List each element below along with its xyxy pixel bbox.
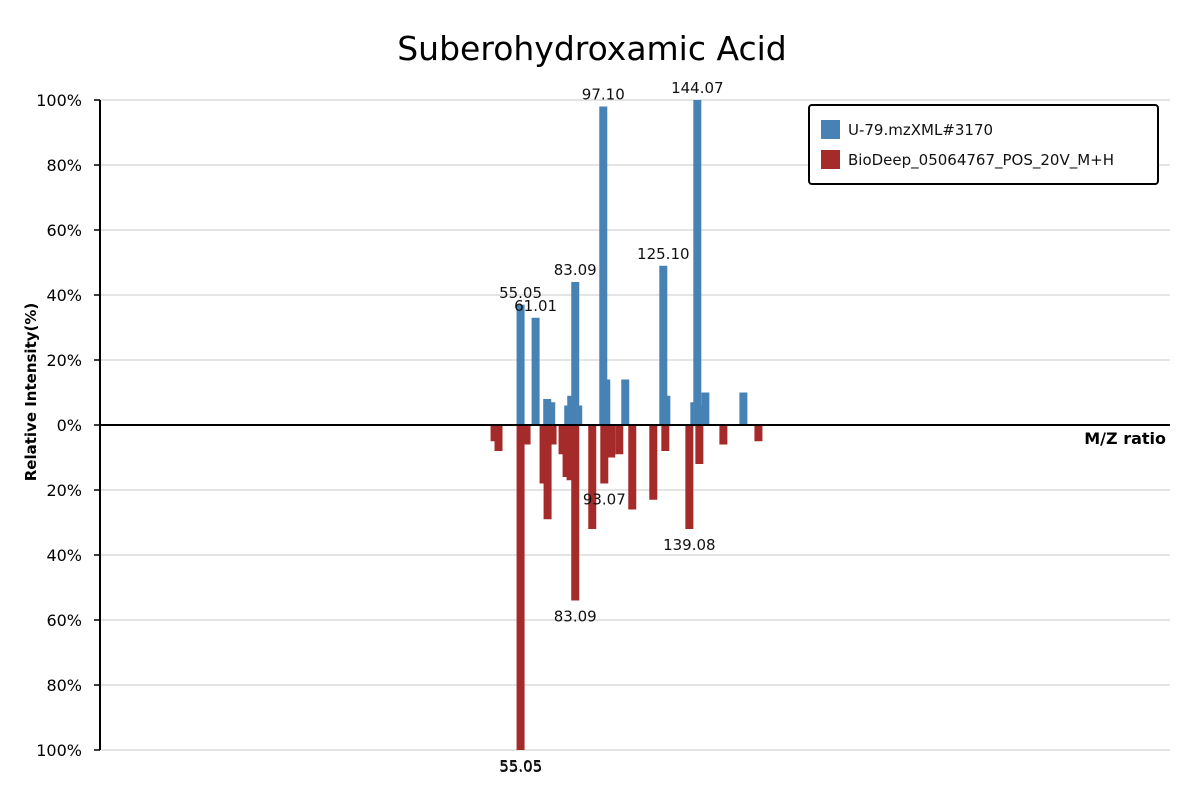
query-peak-bar [659,265,668,425]
query-peak-bar [571,282,580,425]
legend: U-79.mzXML#3170 BioDeep_05064767_POS_20V… [808,104,1159,185]
x-tick-label: 55.05 [500,758,543,776]
reference-peak-label: 55.05 [499,757,542,775]
query-peak-label: 61.01 [514,297,557,315]
reference-peak-bar [615,425,624,455]
y-tick-label: 60% [46,221,82,240]
y-tick-label: 0% [57,416,82,435]
reference-peak-bar [543,425,552,520]
reference-peak-bar [600,425,609,484]
query-peak-bar [531,317,540,425]
query-peak-bar [739,392,748,425]
query-peak-label: 97.10 [582,86,625,104]
reference-peak-bar [719,425,728,445]
query-peak-bar [602,379,611,425]
y-tick-label: 100% [36,741,82,760]
reference-peak-bar [695,425,704,464]
reference-peak-bar [516,425,525,750]
query-peak-bar [543,399,552,425]
query-peak-label: 55.05 [499,284,542,302]
y-tick-label: 80% [46,676,82,695]
y-axis-ticks: 100% 80% 60% 40% 20% 0% 20% 40% 60% 80% 100% [36,91,100,760]
legend-box [808,104,1159,185]
reference-peak-bar [628,425,637,510]
query-peak-bar [621,379,630,425]
reference-peak-bar [649,425,658,500]
reference-peak-bar [539,425,548,484]
bars-layer [490,100,763,750]
query-peak-bar [516,304,525,425]
query-peak-bar [701,392,710,425]
peak-labels: 55.0561.0183.0997.10125.10144.0755.0583.… [499,79,723,775]
query-peak-label: 83.09 [554,261,597,279]
reference-peak-label: 93.07 [583,491,626,509]
y-tick-label: 100% [36,91,82,110]
query-peak-label: 144.07 [671,79,724,97]
query-peak-bar [696,405,705,425]
reference-peak-bar [566,425,575,481]
reference-peak-bar [522,425,531,445]
reference-peak-bar [685,425,694,529]
query-peak-bar [693,100,702,425]
y-tick-label: 40% [46,286,82,305]
query-peak-bar [599,106,608,425]
legend-label-reference: BioDeep_05064767_POS_20V_M+H [848,151,1114,170]
legend-label-query: U-79.mzXML#3170 [848,121,993,139]
y-axis-label: Relative Intensity(%) [22,303,40,482]
reference-peak-label: 83.09 [554,608,597,626]
legend-swatch-reference [821,150,840,169]
reference-peak-bar [548,425,557,445]
reference-peak-bar [558,425,567,455]
reference-peak-bar [607,425,616,458]
legend-swatch-query [821,120,840,139]
x-axis-label: M/Z ratio [1084,429,1166,448]
y-tick-label: 20% [46,481,82,500]
reference-peak-bar [562,425,571,477]
chart-title: Suberohydroxamic Acid [397,29,787,68]
y-tick-label: 80% [46,156,82,175]
reference-peak-label: 139.08 [663,536,716,554]
reference-peak-bar [754,425,763,442]
query-peak-bar [547,402,556,425]
y-tick-label: 40% [46,546,82,565]
query-peak-label: 125.10 [637,245,690,263]
reference-peak-bar [571,425,580,601]
query-peak-bar [574,405,583,425]
query-peak-bar [662,395,671,425]
query-peak-bar [567,395,576,425]
y-tick-label: 60% [46,611,82,630]
reference-peak-bar [494,425,503,451]
y-tick-label: 20% [46,351,82,370]
reference-peak-bar [661,425,670,451]
reference-peak-bar [588,425,597,529]
